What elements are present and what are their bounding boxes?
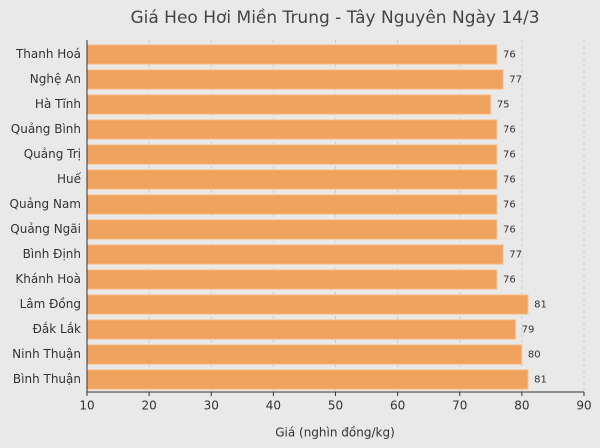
x-tick-label: 90	[576, 399, 591, 413]
x-tick-label: 60	[390, 399, 405, 413]
bar	[86, 194, 498, 215]
y-tick-label: Quảng Trị	[24, 147, 81, 161]
data-label: 76	[503, 175, 516, 186]
bar	[86, 294, 529, 315]
y-tick-label: Bình Định	[23, 247, 81, 261]
y-tick-label: Bình Thuận	[13, 372, 81, 386]
y-tick-label: Huế	[57, 172, 82, 186]
bar	[86, 319, 517, 340]
bar	[86, 369, 529, 390]
x-axis-label: Giá (nghìn đồng/kg)	[275, 426, 395, 440]
y-tick-label: Khánh Hoà	[15, 272, 81, 286]
data-label: 76	[503, 225, 516, 236]
data-label: 77	[509, 250, 522, 261]
x-tick-label: 80	[514, 399, 529, 413]
data-label: 80	[528, 350, 541, 361]
data-label: 81	[534, 300, 547, 311]
x-tick-label: 30	[204, 399, 219, 413]
data-label: 76	[503, 275, 516, 286]
y-tick-label: Quảng Nam	[10, 197, 81, 211]
bar	[86, 69, 504, 90]
bar	[86, 219, 498, 240]
bar	[86, 44, 498, 65]
data-label: 76	[503, 200, 516, 211]
x-tick-label: 40	[266, 399, 281, 413]
data-label: 77	[509, 75, 522, 86]
data-label: 81	[534, 375, 547, 386]
bar	[86, 119, 498, 140]
data-label: 76	[503, 125, 516, 136]
bar	[86, 144, 498, 165]
y-tick-label: Lâm Đồng	[20, 297, 81, 311]
bar	[86, 94, 492, 115]
chart-title: Giá Heo Hơi Miền Trung - Tây Nguyên Ngày…	[130, 7, 539, 28]
x-tick-label: 10	[79, 399, 94, 413]
y-tick-label: Quảng Bình	[11, 122, 81, 136]
data-label: 75	[497, 100, 510, 111]
y-tick-label: Quảng Ngãi	[10, 222, 81, 236]
bar	[86, 169, 498, 190]
data-label: 79	[522, 325, 535, 336]
bar	[86, 269, 498, 290]
y-tick-label: Hà Tĩnh	[35, 97, 81, 111]
data-label: 76	[503, 150, 516, 161]
x-tick-label: 50	[328, 399, 343, 413]
x-tick-label: 20	[141, 399, 156, 413]
y-tick-label: Ninh Thuận	[12, 347, 81, 361]
bar	[86, 344, 523, 365]
bar	[86, 244, 504, 265]
y-tick-label: Thanh Hoá	[15, 47, 81, 61]
y-tick-label: Nghệ An	[30, 72, 81, 86]
y-tick-label: Đắk Lắk	[33, 322, 81, 336]
x-tick-label: 70	[452, 399, 467, 413]
data-label: 76	[503, 50, 516, 61]
